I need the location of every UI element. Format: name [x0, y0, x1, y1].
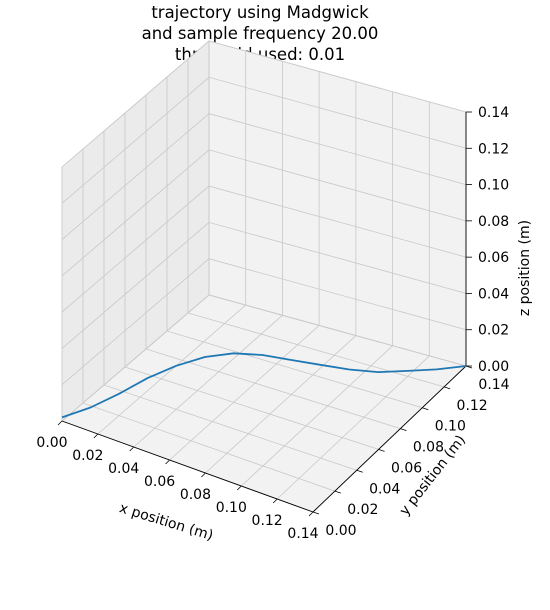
y-axis-line: [312, 365, 467, 513]
y-tick-mark: [312, 511, 320, 515]
x-tick-mark: [237, 485, 242, 491]
z-tick-label: 0.12: [478, 141, 509, 157]
x-tick-label: 0.02: [72, 448, 103, 464]
y-tick-mark: [465, 365, 473, 369]
y-tick-mark: [422, 407, 429, 411]
z-tick-label: 0.00: [478, 359, 509, 375]
z-tick-label: 0.02: [478, 323, 509, 339]
x-tick-label: 0.08: [180, 487, 211, 503]
y-tick-label: 0.08: [413, 440, 444, 456]
x-axis-line: [61, 420, 314, 513]
x-tick-mark: [201, 472, 206, 478]
grid-line-y: [187, 59, 445, 388]
chart-title-line-1: trajectory using Madgwick: [151, 3, 369, 22]
z-tick-label: 0.04: [478, 286, 509, 302]
z-tick-label: 0.06: [478, 250, 509, 266]
y-tick-label: 0.10: [435, 419, 466, 435]
y-tick-label: 0.14: [478, 377, 509, 393]
z-tick-label: 0.10: [478, 178, 509, 194]
series-line: [61, 352, 467, 419]
y-tick-label: 0.02: [347, 502, 378, 518]
y-tick-mark: [378, 449, 385, 452]
x-tick-mark: [165, 459, 170, 465]
grid-line-y: [166, 77, 423, 409]
grid-line-y: [145, 95, 401, 429]
y-tick-mark: [334, 490, 341, 494]
x-axis-label: x position (m): [117, 500, 215, 544]
y-tick-mark: [444, 386, 451, 390]
grid-line-y: [208, 41, 467, 367]
x-tick-mark: [272, 498, 278, 504]
axis-ticks: 0.00 0.00 0.00 0.02 0.02 0.02 0.04 0.04 0.04 0.06…: [36, 105, 509, 542]
x-tick-label: 0.12: [252, 513, 283, 529]
y-tick-label: 0.12: [457, 398, 488, 414]
x-tick-mark: [308, 511, 314, 517]
series-group: [61, 352, 467, 419]
z-tick-label: 0.14: [478, 105, 509, 121]
z-axis-label: z position (m): [517, 220, 533, 316]
y-tick-label: 0.04: [369, 481, 400, 497]
grid-line-y: [82, 149, 336, 492]
x-tick-label: 0.06: [144, 474, 175, 490]
x-tick-mark: [93, 433, 99, 439]
x-tick-label: 0.04: [108, 461, 139, 477]
grid-line-z: [61, 40, 467, 168]
x-tick-mark: [129, 446, 134, 452]
grid-line-y: [103, 131, 357, 471]
z-tick-label: 0.08: [478, 214, 509, 230]
x-tick-label: 0.14: [287, 526, 318, 542]
axis-lines: [61, 112, 467, 513]
x-tick-label: 0.10: [216, 500, 247, 516]
x-tick-label: 0.00: [36, 435, 67, 451]
y-tick-label: 0.06: [391, 460, 422, 476]
grid-line-y: [124, 113, 379, 450]
chart-title-line-2: and sample frequency 20.00: [141, 24, 379, 43]
x-tick-mark: [57, 420, 63, 426]
y-tick-mark: [356, 469, 363, 473]
y-tick-mark: [400, 428, 407, 431]
y-tick-label: 0.00: [325, 523, 356, 539]
